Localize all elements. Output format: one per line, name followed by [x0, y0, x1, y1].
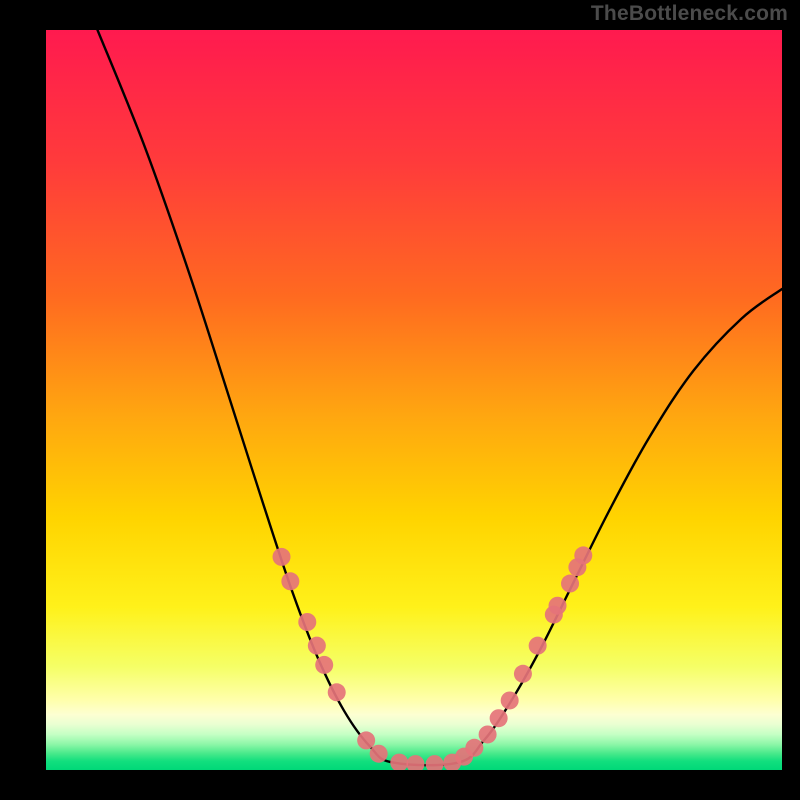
data-marker — [328, 683, 346, 701]
data-marker — [308, 637, 326, 655]
data-marker — [465, 739, 483, 757]
watermark-text: TheBottleneck.com — [591, 2, 788, 26]
data-marker — [501, 691, 519, 709]
data-marker — [315, 656, 333, 674]
data-marker — [298, 613, 316, 631]
data-marker — [529, 637, 547, 655]
data-marker — [574, 546, 592, 564]
data-marker — [479, 725, 497, 743]
plot-svg — [46, 30, 782, 770]
data-marker — [370, 745, 388, 763]
chart-root: TheBottleneck.com — [0, 0, 800, 800]
plot-area — [46, 30, 782, 770]
data-marker — [549, 597, 567, 615]
data-marker — [273, 548, 291, 566]
data-marker — [281, 572, 299, 590]
data-marker — [357, 731, 375, 749]
data-marker — [561, 575, 579, 593]
data-marker — [490, 709, 508, 727]
data-marker — [514, 665, 532, 683]
